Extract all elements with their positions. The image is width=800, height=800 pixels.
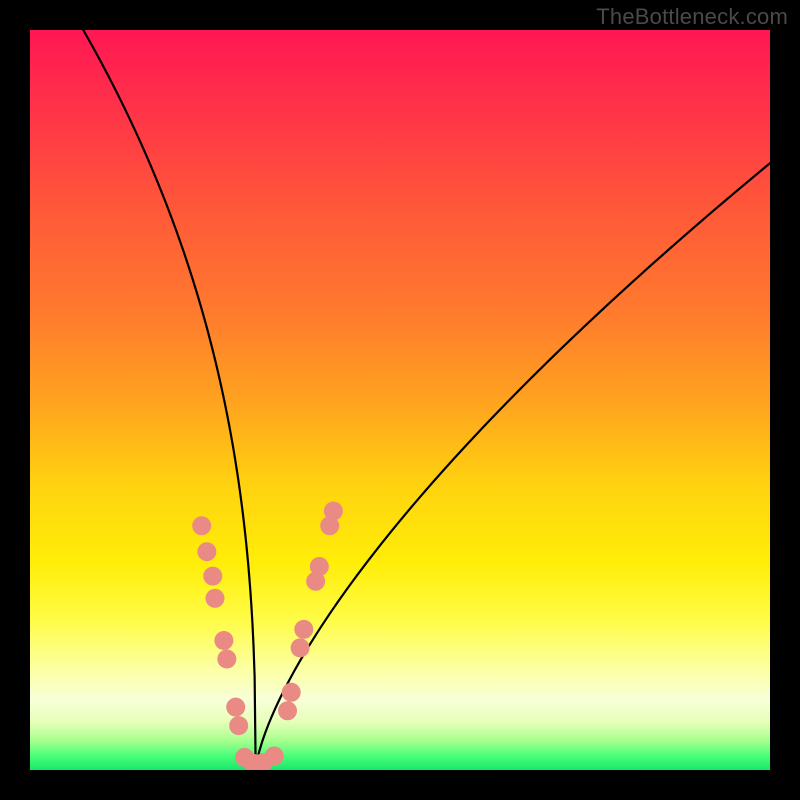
marker-left: [206, 589, 225, 608]
marker-right: [278, 701, 297, 720]
marker-right: [310, 557, 329, 576]
marker-right: [324, 502, 343, 521]
marker-left: [226, 698, 245, 717]
marker-left: [192, 516, 211, 535]
marker-left: [214, 631, 233, 650]
marker-left: [217, 650, 236, 669]
marker-left: [229, 716, 248, 735]
marker-right: [291, 638, 310, 657]
marker-left: [203, 567, 222, 586]
marker-bottom: [265, 746, 284, 765]
marker-left: [197, 542, 216, 561]
marker-right: [282, 683, 301, 702]
chart-svg: [30, 30, 770, 770]
marker-right: [294, 620, 313, 639]
watermark-text: TheBottleneck.com: [596, 4, 788, 30]
plot-area: [30, 30, 770, 770]
